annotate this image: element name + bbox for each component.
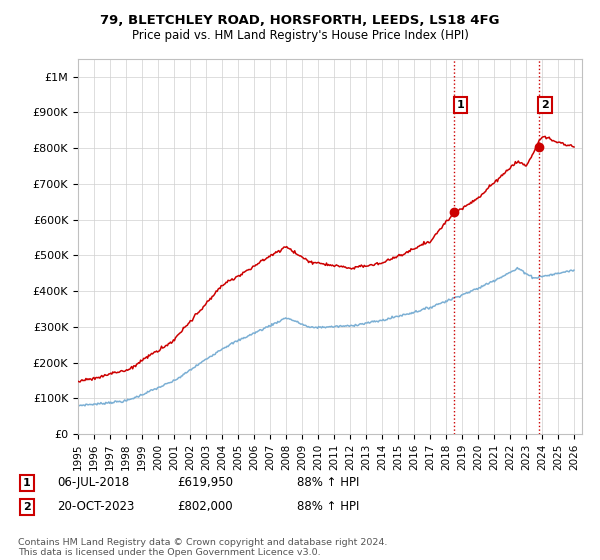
Text: 88% ↑ HPI: 88% ↑ HPI xyxy=(297,476,359,489)
Text: 2: 2 xyxy=(541,100,549,110)
Text: 20-OCT-2023: 20-OCT-2023 xyxy=(57,500,134,514)
Text: £802,000: £802,000 xyxy=(177,500,233,514)
Text: 06-JUL-2018: 06-JUL-2018 xyxy=(57,476,129,489)
Text: 79, BLETCHLEY ROAD, HORSFORTH, LEEDS, LS18 4FG: 79, BLETCHLEY ROAD, HORSFORTH, LEEDS, LS… xyxy=(100,14,500,27)
Text: Price paid vs. HM Land Registry's House Price Index (HPI): Price paid vs. HM Land Registry's House … xyxy=(131,29,469,42)
Text: 1: 1 xyxy=(23,478,31,488)
Text: 1: 1 xyxy=(457,100,464,110)
Text: 2: 2 xyxy=(23,502,31,512)
Text: 88% ↑ HPI: 88% ↑ HPI xyxy=(297,500,359,514)
Text: £619,950: £619,950 xyxy=(177,476,233,489)
Text: Contains HM Land Registry data © Crown copyright and database right 2024.
This d: Contains HM Land Registry data © Crown c… xyxy=(18,538,388,557)
